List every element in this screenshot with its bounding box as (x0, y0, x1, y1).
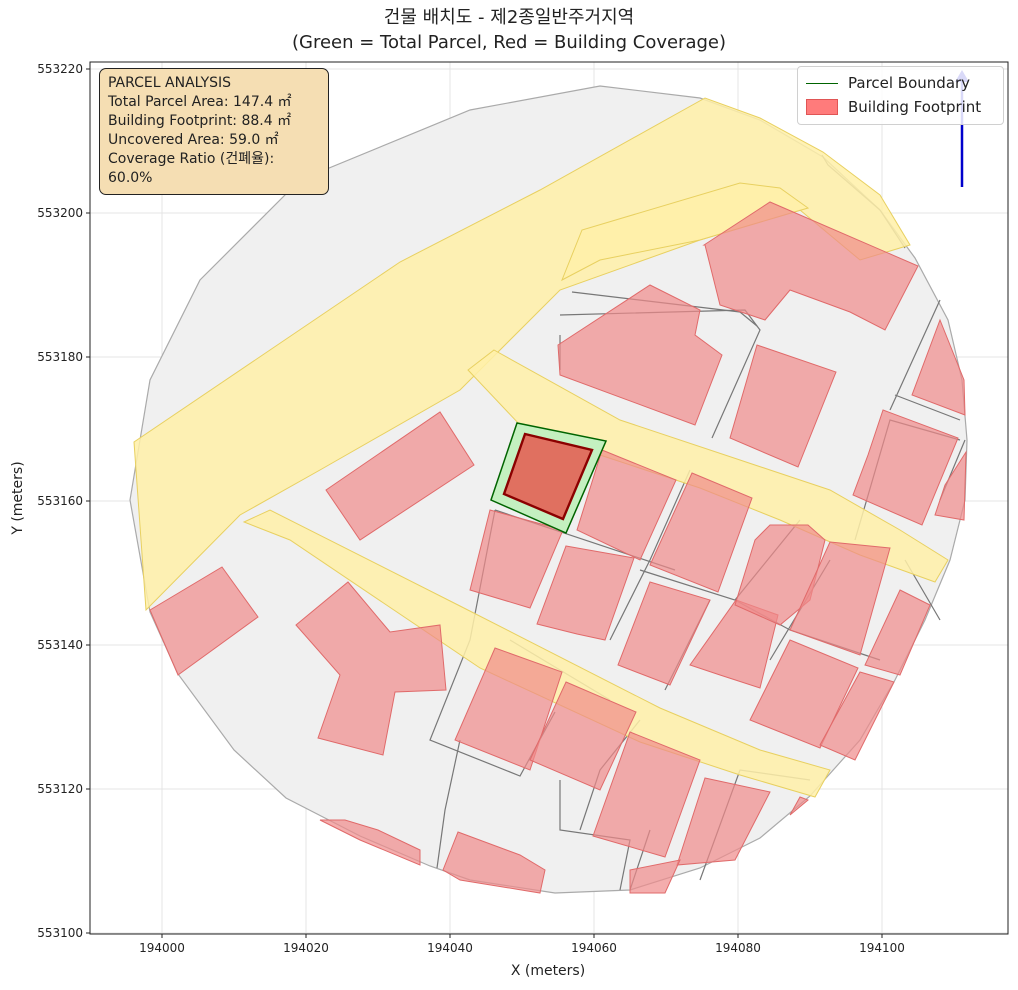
building (911, 318, 966, 416)
building (149, 566, 259, 676)
building (864, 589, 931, 676)
target-building[interactable] (502, 432, 594, 521)
building (319, 819, 421, 866)
building (819, 671, 895, 761)
building-patch-icon (806, 99, 838, 115)
building (702, 201, 919, 331)
x-tick-label: 194060 (571, 941, 617, 955)
x-tick-label: 194100 (859, 941, 905, 955)
x-axis-label: X (meters) (511, 963, 585, 979)
building (469, 509, 564, 609)
building (529, 681, 637, 791)
y-tick-label: 553220 (37, 62, 83, 76)
x-tick-marks (161, 934, 883, 938)
y-tick-label: 553180 (37, 350, 83, 364)
building (729, 344, 837, 468)
parcel-analysis-box: PARCEL ANALYSIS Total Parcel Area: 147.4… (99, 68, 329, 195)
y-tick-label: 553140 (37, 638, 83, 652)
info-line: Coverage Ratio (건폐율): 60.0% (108, 151, 275, 186)
building (934, 450, 967, 521)
building (789, 796, 809, 816)
building (576, 449, 677, 561)
building (749, 639, 859, 749)
y-tick-label: 553200 (37, 206, 83, 220)
building-footprints (149, 201, 967, 894)
building (454, 647, 563, 771)
parcel-line-icon (806, 82, 838, 84)
building (629, 859, 681, 894)
side-road (561, 182, 810, 282)
info-heading: PARCEL ANALYSIS (108, 75, 232, 91)
building (852, 409, 959, 526)
roads (133, 97, 949, 798)
building (789, 541, 891, 656)
building (325, 411, 475, 541)
legend-label: Building Footprint (848, 98, 982, 116)
x-tick-label: 194080 (715, 941, 761, 955)
building (557, 284, 723, 426)
legend-label: Parcel Boundary (848, 74, 971, 92)
building (592, 731, 701, 858)
info-line: Uncovered Area: 59.0 ㎡ (108, 132, 279, 148)
legend: Parcel Boundary Building Footprint (797, 66, 1004, 125)
map-subtitle: (Green = Total Parcel, Red = Building Co… (291, 32, 727, 53)
x-tick-label: 194000 (139, 941, 185, 955)
y-axis-label: Y (meters) (10, 461, 26, 535)
building (442, 831, 546, 894)
info-line: Total Parcel Area: 147.4 ㎡ (108, 94, 292, 110)
building (617, 581, 711, 686)
legend-item-building: Building Footprint (806, 95, 995, 119)
x-tick-label: 194040 (427, 941, 473, 955)
legend-item-parcel: Parcel Boundary (806, 71, 995, 95)
building (734, 524, 826, 626)
plot-frame (89, 61, 1009, 935)
building (536, 545, 635, 641)
building (649, 472, 753, 593)
y-tick-label: 553160 (37, 494, 83, 508)
info-line: Building Footprint: 88.4 ㎡ (108, 113, 292, 129)
map-title: 건물 배치도 - 제2종일반주거지역 (383, 7, 635, 28)
y-tick-label: 553120 (37, 782, 83, 796)
building (295, 581, 447, 756)
x-tick-label: 194020 (283, 941, 329, 955)
diagonal-road-lower (242, 509, 831, 798)
building (676, 777, 771, 866)
y-tick-label: 553100 (37, 926, 83, 940)
y-tick-marks (86, 68, 90, 934)
